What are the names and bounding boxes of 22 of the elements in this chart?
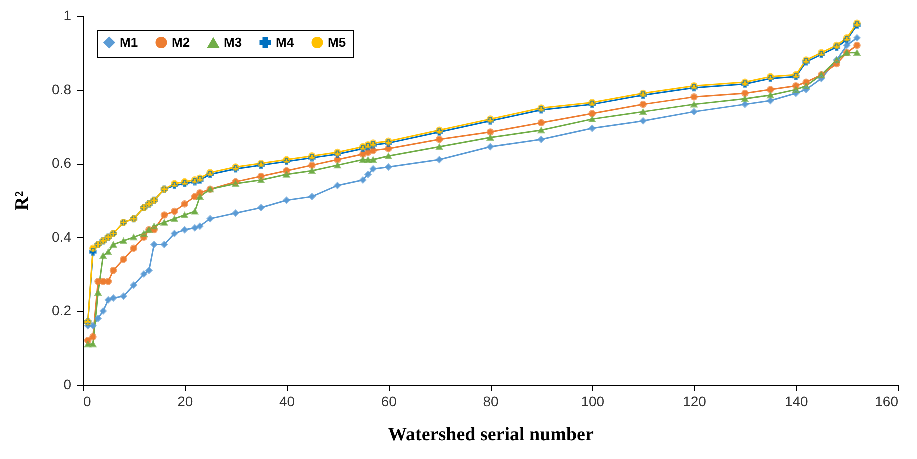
x-tick-label: 20 [178, 394, 194, 410]
y-tick-label: 0.6 [52, 155, 72, 172]
x-tick-label: 80 [483, 394, 499, 410]
y-tick-label: 0 [64, 376, 72, 392]
legend-label: M4 [276, 34, 295, 50]
y-tick-label: 0.8 [52, 81, 72, 98]
legend-label: M5 [328, 34, 346, 50]
x-tick-label: 140 [784, 394, 809, 410]
x-tick-label: 40 [279, 394, 296, 410]
x-tick-label: 160 [875, 394, 899, 410]
legend-label: M1 [120, 34, 138, 50]
legend-label: M2 [172, 34, 190, 50]
x-tick-label: 100 [581, 394, 605, 410]
x-axis-title: Watershed serial number [388, 424, 594, 446]
y-axis-title: R² [12, 190, 34, 211]
x-tick-label: 120 [683, 394, 707, 410]
x-tick-label: 0 [84, 394, 92, 410]
legend-label: M3 [224, 35, 242, 50]
y-tick-label: 0.2 [52, 302, 72, 319]
y-tick-label: 1 [64, 8, 72, 24]
y-tick-label: 0.4 [52, 228, 72, 245]
x-tick-label: 60 [381, 394, 398, 410]
